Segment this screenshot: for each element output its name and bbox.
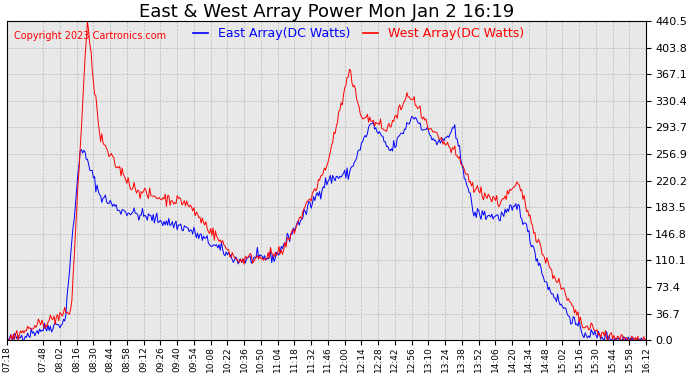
Legend: East Array(DC Watts), West Array(DC Watts): East Array(DC Watts), West Array(DC Watt… — [193, 27, 524, 40]
Title: East & West Array Power Mon Jan 2 16:19: East & West Array Power Mon Jan 2 16:19 — [139, 3, 514, 21]
Text: Copyright 2023 Cartronics.com: Copyright 2023 Cartronics.com — [14, 30, 166, 40]
